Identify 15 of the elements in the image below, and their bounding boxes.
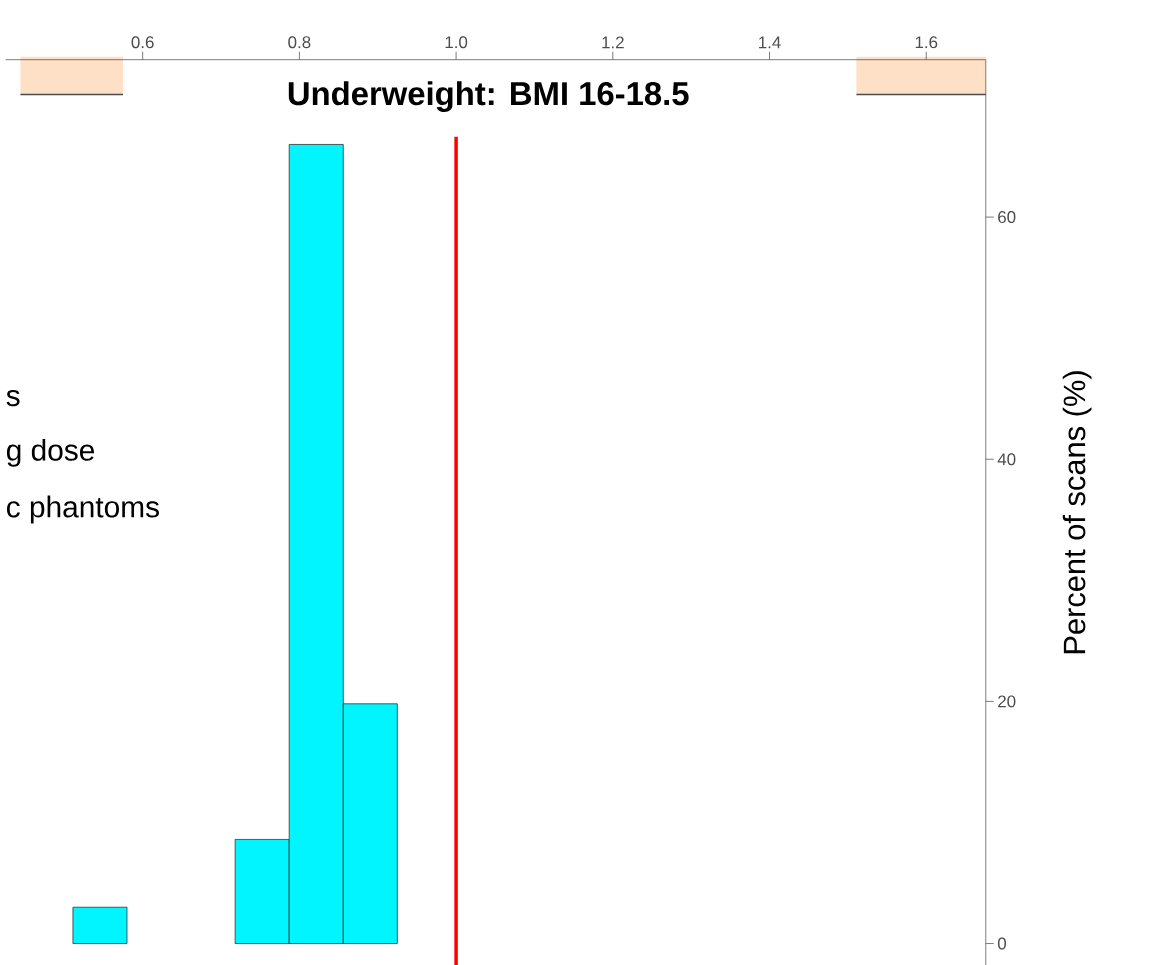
x-tick-label: 1.2 bbox=[602, 36, 624, 49]
x-tick-label: 1.6 bbox=[915, 36, 938, 49]
annotation: c phantoms bbox=[7, 495, 159, 524]
text: Underweight: BMI 16-18.5 bbox=[288, 80, 689, 112]
x-tick-label: 1.0 bbox=[445, 36, 468, 49]
y-tick-label: 20 bbox=[998, 695, 1016, 708]
y-axis-title: Percent of scans (%) bbox=[1062, 371, 1092, 653]
x-tick-label: 0.6 bbox=[131, 36, 154, 49]
annotation: s bbox=[6, 389, 20, 407]
x-tick-label: 0.8 bbox=[288, 36, 311, 49]
y-tick-label: 0 bbox=[997, 937, 1007, 950]
annotation: g dose bbox=[6, 438, 95, 467]
x-tick-label: 1.4 bbox=[759, 36, 781, 49]
y-tick-label: 40 bbox=[997, 453, 1016, 466]
y-tick-label: 60 bbox=[998, 210, 1016, 223]
